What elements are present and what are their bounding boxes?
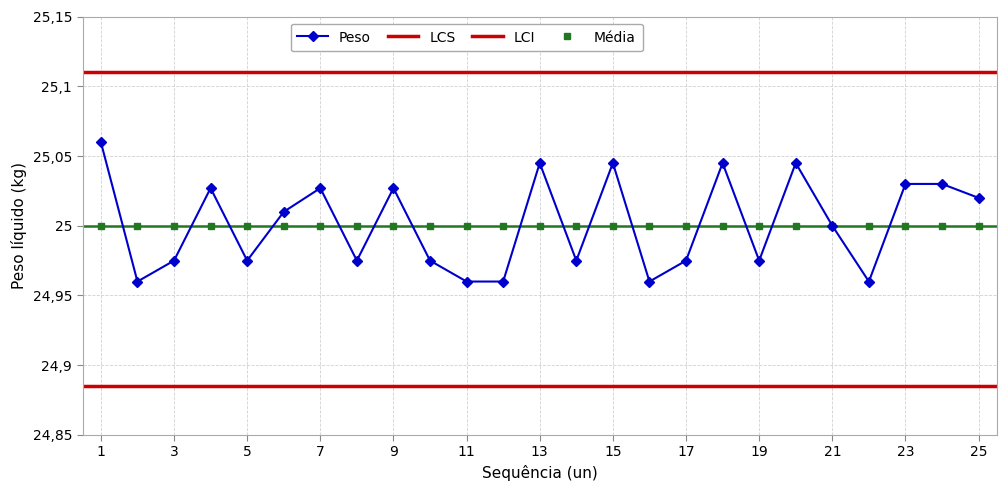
Média bbox=[827, 223, 839, 229]
Média bbox=[461, 223, 473, 229]
Média bbox=[789, 223, 801, 229]
Y-axis label: Peso líquido (kg): Peso líquido (kg) bbox=[11, 162, 27, 289]
Peso bbox=[387, 185, 399, 191]
LCS bbox=[58, 69, 71, 75]
Média bbox=[643, 223, 655, 229]
Peso bbox=[827, 223, 839, 229]
Peso bbox=[607, 160, 619, 166]
Peso bbox=[131, 278, 143, 284]
Média bbox=[973, 223, 985, 229]
Média bbox=[205, 223, 217, 229]
Média bbox=[607, 223, 619, 229]
Peso bbox=[424, 258, 436, 264]
Média bbox=[277, 223, 289, 229]
Média bbox=[571, 223, 583, 229]
Legend: Peso, LCS, LCI, Média: Peso, LCS, LCI, Média bbox=[290, 24, 643, 52]
Média bbox=[863, 223, 875, 229]
Média bbox=[424, 223, 436, 229]
Peso bbox=[899, 181, 911, 187]
Peso bbox=[95, 139, 107, 145]
Peso bbox=[168, 258, 180, 264]
Média bbox=[533, 223, 545, 229]
Média bbox=[680, 223, 692, 229]
Peso bbox=[571, 258, 583, 264]
Line: Peso: Peso bbox=[98, 139, 982, 285]
Peso bbox=[461, 278, 473, 284]
Line: Média: Média bbox=[98, 223, 982, 229]
Média bbox=[497, 223, 509, 229]
Média bbox=[899, 223, 911, 229]
Média bbox=[314, 223, 327, 229]
Média bbox=[168, 223, 180, 229]
Peso bbox=[936, 181, 949, 187]
Média bbox=[351, 223, 363, 229]
Peso bbox=[351, 258, 363, 264]
X-axis label: Sequência (un): Sequência (un) bbox=[482, 465, 598, 481]
Peso bbox=[717, 160, 729, 166]
Peso bbox=[205, 185, 217, 191]
Média bbox=[241, 223, 253, 229]
LCS bbox=[95, 69, 107, 75]
Peso bbox=[277, 209, 289, 215]
Média bbox=[387, 223, 399, 229]
Peso bbox=[314, 185, 327, 191]
LCI bbox=[95, 383, 107, 389]
Média bbox=[753, 223, 765, 229]
LCI bbox=[58, 383, 71, 389]
Peso bbox=[643, 278, 655, 284]
Peso bbox=[863, 278, 875, 284]
Peso bbox=[533, 160, 545, 166]
Média bbox=[131, 223, 143, 229]
Média bbox=[717, 223, 729, 229]
Peso bbox=[789, 160, 801, 166]
Peso bbox=[753, 258, 765, 264]
Média bbox=[95, 223, 107, 229]
Peso bbox=[497, 278, 509, 284]
Peso bbox=[973, 195, 985, 201]
Peso bbox=[680, 258, 692, 264]
Média bbox=[936, 223, 949, 229]
Peso bbox=[241, 258, 253, 264]
